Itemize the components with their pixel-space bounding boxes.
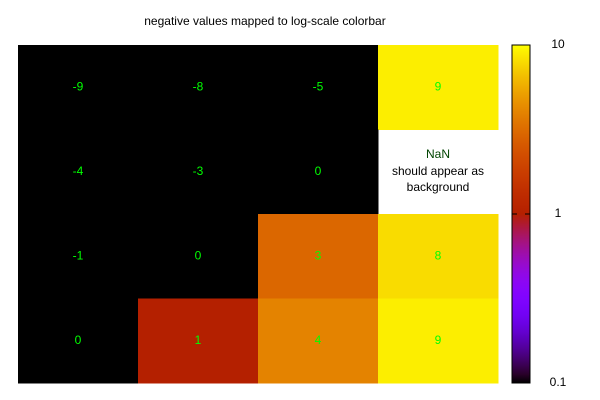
heatmap-cell <box>258 214 379 299</box>
nan-note: background <box>407 180 470 194</box>
cell-label: 8 <box>435 248 442 262</box>
cell-label: 9 <box>435 333 442 347</box>
heatmap-cell <box>138 45 259 130</box>
heatmap-cell <box>258 129 379 215</box>
heatmap-cell <box>138 129 259 215</box>
cell-label: 4 <box>315 333 322 347</box>
heatmap-cell <box>18 129 139 215</box>
cell-label: -5 <box>313 79 324 93</box>
colorbar-tick-label: 0.1 <box>550 375 567 389</box>
cell-label: 1 <box>195 333 202 347</box>
cell-label: -4 <box>73 164 84 178</box>
heatmap-cell <box>18 214 139 299</box>
heatmap-cell <box>138 214 259 299</box>
colorbar-tick-label: 10 <box>551 37 565 51</box>
cell-label: 0 <box>195 248 202 262</box>
cell-label: -8 <box>193 79 204 93</box>
heatmap-cell <box>18 298 139 384</box>
heatmap-cell <box>258 45 379 130</box>
heatmap-cell <box>258 298 379 384</box>
cell-label: 3 <box>315 248 322 262</box>
heatmap-cell <box>378 214 499 299</box>
cell-label: 9 <box>435 79 442 93</box>
heatmap-cell <box>138 298 259 384</box>
cell-label: -3 <box>193 164 204 178</box>
heatmap-cell <box>18 45 139 130</box>
cell-label: -9 <box>73 79 84 93</box>
cell-label: -1 <box>73 248 84 262</box>
heatmap-cell <box>378 45 499 130</box>
cell-label: 0 <box>315 164 322 178</box>
colorbar-tick-label: 1 <box>555 206 562 220</box>
heatmap-cell <box>378 298 499 384</box>
nan-note: should appear as <box>392 164 484 178</box>
cell-label: 0 <box>75 333 82 347</box>
chart-title: negative values mapped to log-scale colo… <box>144 14 385 28</box>
nan-label: NaN <box>426 147 450 161</box>
